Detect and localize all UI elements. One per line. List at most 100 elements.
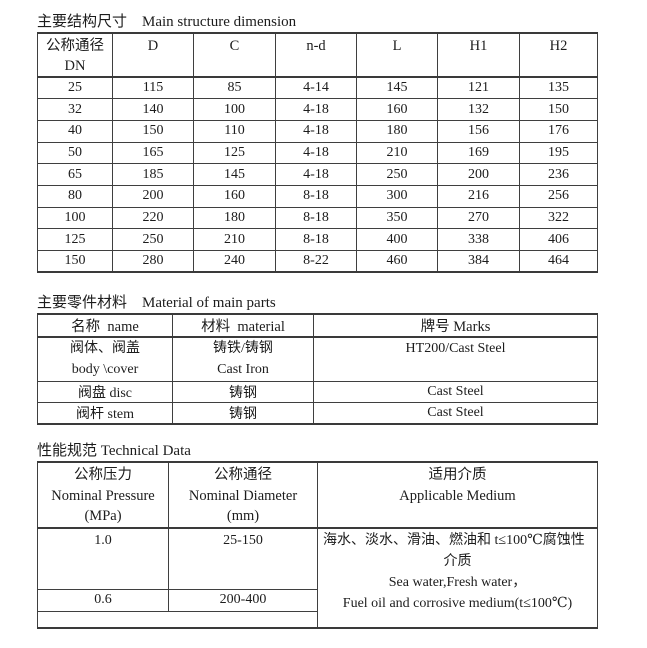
technical-row-1: 1.0 25-150 海水、淡水、滑油、燃油和 t≤100℃腐蚀性 介质 Sea…	[37, 527, 598, 629]
part-marks-cell: Cast Steel	[313, 401, 598, 425]
table-row: 125 250 210 8-18 400 338 406	[37, 228, 598, 251]
table-cell: 4-14	[275, 76, 357, 100]
table-cell: 280	[112, 250, 194, 273]
table-cell: 140	[112, 98, 194, 121]
col-header-d: D	[112, 32, 194, 78]
medium-line-1: 海水、淡水、滑油、燃油和 t≤100℃腐蚀性	[323, 533, 585, 549]
table-cell: 460	[356, 250, 438, 273]
table-cell: 200	[112, 184, 194, 208]
diameter-header-en: Nominal Diameter	[188, 487, 298, 504]
col-header-dn: 公称通径 DN	[37, 32, 113, 78]
part-marks-cell: Cast Steel	[313, 380, 598, 403]
medium-line-3: Sea water,Fresh water，	[388, 574, 527, 590]
part-marks: HT200/Cast Steel	[405, 341, 506, 357]
medium-line-2: 介质	[443, 553, 472, 569]
table-cell: 338	[437, 228, 520, 251]
table-row: 25 115 85 4-14 145 121 135	[37, 76, 598, 100]
table-cell: 135	[519, 76, 598, 100]
diameter-value-cell: 200-400	[168, 588, 318, 612]
table-cell: 115	[112, 76, 194, 100]
diameter-value-cell: 25-150	[168, 527, 318, 590]
col-header-h1: H1	[437, 32, 520, 78]
table-cell: 220	[112, 206, 194, 230]
table-cell: 160	[193, 184, 276, 208]
col-header-pressure: 公称压力 Nominal Pressure (MPa)	[37, 461, 169, 530]
diameter-header-zh: 公称通径	[214, 466, 272, 483]
table-cell: 180	[193, 206, 276, 230]
table-cell: 110	[193, 119, 276, 143]
table-cell: 125	[37, 228, 113, 251]
part-material-cell: 铸铁/铸钢 Cast Iron	[172, 336, 314, 382]
materials-header-row: 名称 name 材料 material 牌号 Marks	[37, 313, 598, 339]
table-cell: 156	[437, 119, 520, 143]
table-cell: 8-18	[275, 184, 357, 208]
part-material-en: Cast Iron	[217, 361, 269, 377]
table-cell: 322	[519, 206, 598, 230]
table-cell: 400	[356, 228, 438, 251]
table-cell: 160	[356, 98, 438, 121]
table-cell: 4-18	[275, 163, 357, 186]
table-cell: 8-18	[275, 228, 357, 251]
table-cell: 8-18	[275, 206, 357, 230]
part-material-zh: 铸铁/铸钢	[213, 341, 273, 357]
part-marks-cell: HT200/Cast Steel	[313, 336, 598, 382]
pressure-value-cell: 1.0	[37, 527, 169, 590]
table-row: 65 185 145 4-18 250 200 236	[37, 163, 598, 186]
table-cell: 40	[37, 119, 113, 143]
materials-row-stem: 阀杆 stem 铸钢 Cast Steel	[37, 401, 598, 425]
table-cell: 4-18	[275, 141, 357, 165]
table-cell: 4-18	[275, 98, 357, 121]
structure-section-title: 主要结构尺寸 Main structure dimension	[37, 14, 297, 30]
table-row: 40 150 110 4-18 180 156 176	[37, 119, 598, 143]
structure-table-body: 25 115 85 4-14 145 121 135 32 140 100 4-18 160 132 15…	[37, 76, 598, 273]
table-cell: 32	[37, 98, 113, 121]
table-row: 100 220 180 8-18 350 270 322	[37, 206, 598, 230]
table-cell: 25	[37, 76, 113, 100]
table-cell: 406	[519, 228, 598, 251]
table-cell: 150	[112, 119, 194, 143]
technical-section-title: 性能规范 Technical Data	[37, 442, 191, 459]
table-cell: 256	[519, 184, 598, 208]
col-header-dn-zh: 公称通径	[46, 38, 104, 54]
table-cell: 125	[193, 141, 276, 165]
table-cell: 132	[437, 98, 520, 121]
table-row: 50 165 125 4-18 210 169 195	[37, 141, 598, 165]
col-header-marks: 牌号 Marks	[313, 313, 598, 339]
structure-header-row: 公称通径 DN D C n-d L H1 H2	[37, 32, 598, 78]
medium-value-cell: 海水、淡水、滑油、燃油和 t≤100℃腐蚀性 介质 Sea water,Fres…	[317, 527, 598, 629]
medium-header-zh: 适用介质	[428, 466, 487, 483]
materials-row-body-cover: 阀体、阀盖 body \cover 铸铁/铸钢 Cast Iron HT200/…	[37, 336, 598, 382]
part-name-cell: 阀盘 disc	[37, 380, 173, 403]
table-cell: 150	[37, 250, 113, 273]
col-header-h2: H2	[519, 32, 598, 78]
table-cell: 236	[519, 163, 598, 186]
col-header-diameter: 公称通径 Nominal Diameter (mm)	[168, 461, 318, 530]
table-cell: 384	[437, 250, 520, 273]
medium-line-4: Fuel oil and corrosive medium(t≤100℃)	[342, 595, 573, 611]
table-row: 80 200 160 8-18 300 216 256	[37, 184, 598, 208]
table-cell: 200	[437, 163, 520, 186]
table-cell: 4-18	[275, 119, 357, 143]
col-header-l: L	[356, 32, 438, 78]
part-material-cell: 铸钢	[172, 380, 314, 403]
table-cell: 165	[112, 141, 194, 165]
table-cell: 169	[437, 141, 520, 165]
table-cell: 145	[193, 163, 276, 186]
materials-row-disc: 阀盘 disc 铸钢 Cast Steel	[37, 380, 598, 403]
part-name-zh: 阀体、阀盖	[70, 341, 140, 357]
table-cell: 50	[37, 141, 113, 165]
part-name-cell: 阀杆 stem	[37, 401, 173, 425]
table-cell: 100	[193, 98, 276, 121]
structure-table: 公称通径 DN D C n-d L H1 H2 25 115 85 4-14 145 12…	[37, 32, 598, 274]
table-cell: 350	[356, 206, 438, 230]
table-row: 32 140 100 4-18 160 132 150	[37, 98, 598, 121]
table-cell: 80	[37, 184, 113, 208]
technical-empty-row	[37, 610, 598, 629]
table-cell: 8-22	[275, 250, 357, 273]
pressure-value-cell: 0.6	[37, 588, 169, 612]
part-material-cell: 铸钢	[172, 401, 314, 425]
col-header-medium: 适用介质 Applicable Medium	[317, 461, 598, 530]
table-cell: 210	[193, 228, 276, 251]
table-cell: 85	[193, 76, 276, 100]
